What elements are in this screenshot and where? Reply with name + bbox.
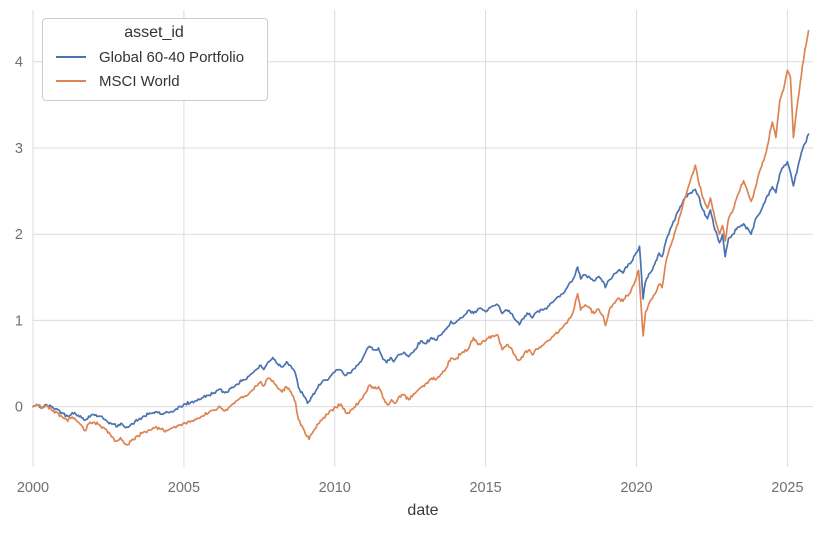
y-tick-label: 4 [15,55,23,71]
legend-title: asset_id [124,24,184,41]
y-tick-label: 0 [15,400,23,416]
legend-item-label: MSCI World [99,72,180,90]
x-tick-label: 2000 [17,480,49,496]
legend-swatch-orange-line [56,79,86,83]
series-line-msci-world [32,29,810,446]
y-tick-label: 2 [15,227,23,243]
series-line-global-60-40-portfolio [32,133,810,429]
x-tick-label: 2005 [168,480,200,496]
y-tick-label: 3 [15,141,23,157]
x-tick-label: 2015 [469,480,501,496]
x-tick-label: 2010 [319,480,351,496]
legend-item-label: Global 60-40 Portfolio [99,48,245,66]
x-tick-label: 2025 [771,480,803,496]
legend: asset_id Global 60-40 Portfolio MSCI Wor… [42,18,268,101]
legend-swatch-blue-line [56,55,86,59]
x-axis-label: date [407,502,439,519]
y-tick-label: 1 [15,313,23,329]
x-tick-label: 2020 [620,480,652,496]
legend-item-global-60-40-portfolio: Global 60-40 Portfolio [51,45,257,69]
legend-item-msci-world: MSCI World [51,69,257,93]
